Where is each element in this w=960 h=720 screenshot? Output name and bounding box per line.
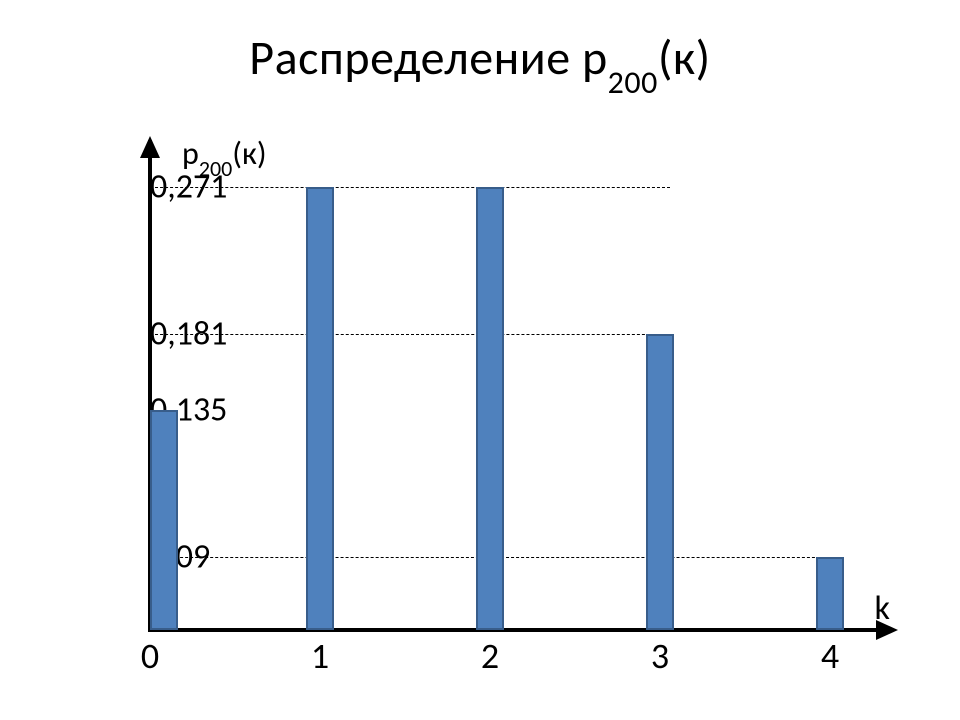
- gridline: [150, 334, 670, 335]
- title-subscript: 200: [608, 63, 658, 102]
- distribution-chart: р200(к) k 0,2710,1810,1350,0901234: [140, 130, 900, 670]
- x-tick-label: 3: [651, 634, 669, 678]
- slide-title: Распределение р200(к): [0, 28, 960, 94]
- x-tick-label: 0: [141, 634, 159, 678]
- x-tick-label: 1: [311, 634, 329, 678]
- title-suffix: (к): [658, 28, 711, 87]
- bar: [646, 334, 674, 630]
- x-axis: [148, 628, 880, 632]
- y-title-suffix: (к): [232, 134, 266, 173]
- x-tick-label: 2: [481, 634, 499, 678]
- bar: [306, 187, 334, 630]
- plot-area: р200(к) k 0,2710,1810,1350,0901234: [140, 130, 900, 670]
- x-tick-label: 4: [821, 634, 839, 678]
- y-axis-arrow-icon: [140, 136, 160, 158]
- x-axis-arrow-icon: [876, 620, 898, 640]
- bar: [476, 187, 504, 630]
- bar: [150, 410, 178, 631]
- bar: [816, 557, 844, 631]
- gridline: [150, 187, 670, 188]
- title-prefix: Распределение р: [249, 28, 607, 87]
